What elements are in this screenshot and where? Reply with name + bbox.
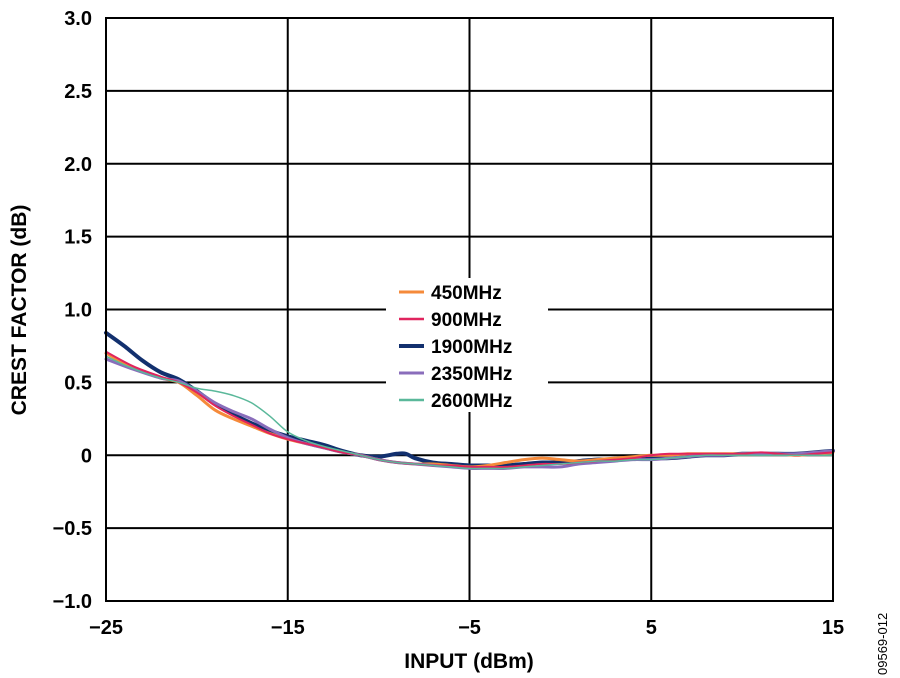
y-tick-label: 0.5 xyxy=(64,372,92,394)
x-tick-label: −5 xyxy=(458,617,481,639)
y-tick-label: 1.0 xyxy=(64,300,92,322)
legend-label-2350mhz: 2350MHz xyxy=(431,364,512,385)
series-line-2600mhz xyxy=(105,355,834,470)
x-axis-title: INPUT (dBm) xyxy=(404,650,534,673)
y-tick-label: 2.0 xyxy=(64,154,92,176)
legend-label-900mhz: 900MHz xyxy=(431,310,502,331)
legend-label-2600mhz: 2600MHz xyxy=(431,391,512,412)
tick-labels: −1.0 −0.5 0 0.5 1.0 1.5 2.0 2.5 3.0 −25 −15 −5 5 15 xyxy=(53,8,845,639)
x-tick-label: 5 xyxy=(646,617,657,639)
legend: 450MHz 900MHz 1900MHz 2350MHz 2600MHz xyxy=(386,278,548,412)
y-tick-label: −1.0 xyxy=(53,591,92,613)
y-tick-label: 2.5 xyxy=(64,81,92,103)
legend-label-450mhz: 450MHz xyxy=(431,283,502,304)
y-tick-label: 3.0 xyxy=(64,8,92,30)
y-tick-label: 1.5 xyxy=(64,227,92,249)
plot-border xyxy=(105,17,834,602)
series-lines xyxy=(104,330,835,470)
x-tick-label: −15 xyxy=(271,617,305,639)
y-axis-title: CREST FACTOR (dB) xyxy=(8,205,31,416)
plot-frame xyxy=(105,17,834,602)
series-line-900mhz xyxy=(105,350,834,469)
figure-code: 09569-012 xyxy=(875,613,890,675)
y-tick-label: 0 xyxy=(81,445,92,467)
legend-label-1900mhz: 1900MHz xyxy=(431,337,512,358)
x-tick-label: −25 xyxy=(89,617,123,639)
y-tick-label: −0.5 xyxy=(53,518,92,540)
x-tick-label: 15 xyxy=(822,617,844,639)
